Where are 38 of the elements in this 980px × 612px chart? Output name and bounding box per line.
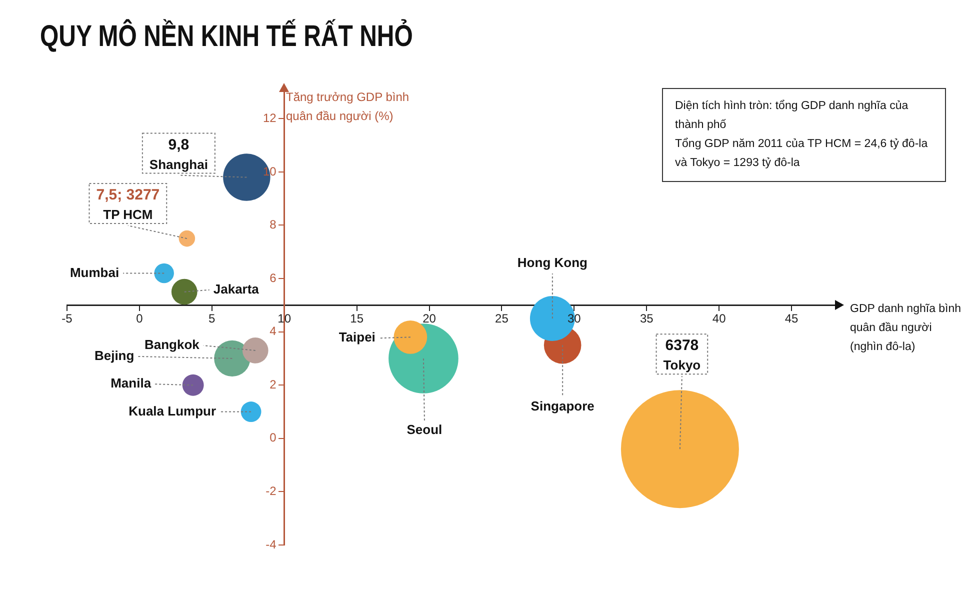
x-tick-label: 5	[208, 311, 216, 326]
y-tick-label: -4	[266, 537, 277, 552]
y-tick-label: 4	[270, 324, 277, 338]
text: Hong Kong	[517, 255, 588, 270]
data-label: 7,5; 3277	[96, 186, 160, 204]
series-label: Shanghai	[149, 156, 208, 172]
x-tick-label: 20	[422, 311, 436, 326]
x-tick-label: 40	[712, 311, 726, 326]
y-tick-label: 6	[270, 270, 277, 285]
annotation: 9,8	[168, 136, 190, 154]
chart-title: QUY MÔ NỀN KINH TẾ RẤT NHỎ	[40, 20, 413, 54]
y-tick-label: 2	[270, 377, 277, 392]
annotation: Tổng GDP năm 2011 của TP HCM = 24,6 tỷ đô-la và Tokyo = 1293 tỷ đô-la	[675, 136, 929, 171]
text: Bejing	[94, 348, 134, 364]
text: Singapore	[530, 398, 594, 414]
y-tick-label: 0	[270, 430, 277, 445]
series-label: Kuala Lumpur	[128, 403, 216, 418]
x-tick-label: -5	[62, 311, 73, 326]
y-tick-label: 8	[270, 218, 277, 232]
y-tick-label: 12	[263, 110, 277, 125]
y-tick-label: -2	[266, 484, 277, 498]
text: TP HCM	[103, 207, 153, 222]
text: Seoul	[406, 422, 442, 438]
annotation: Diện tích hình tròn: tổng GDP danh nghĩa của thành phố	[675, 98, 910, 133]
text: Mumbai	[70, 264, 120, 280]
x-tick-label: 25	[495, 311, 509, 326]
x-tick-label: 45	[784, 311, 799, 326]
x-tick-label: 15	[350, 311, 364, 326]
x-axis-title: GDP danh nghĩa bình quân đầu người (nghìn đô-la)	[850, 302, 962, 355]
annotation: 6378	[665, 337, 699, 354]
series-label: Taipei	[338, 330, 376, 345]
text: Manila	[110, 376, 152, 391]
y-axis-title: Tăng trưởng GDP bình quân đầu người (%)	[286, 89, 410, 125]
series-label: Jakarta	[213, 281, 260, 296]
text: Bangkok	[144, 337, 200, 352]
x-tick-label: 35	[640, 311, 654, 326]
series-label: Tokyo	[663, 358, 701, 373]
x-tick-label: 0	[136, 311, 144, 326]
